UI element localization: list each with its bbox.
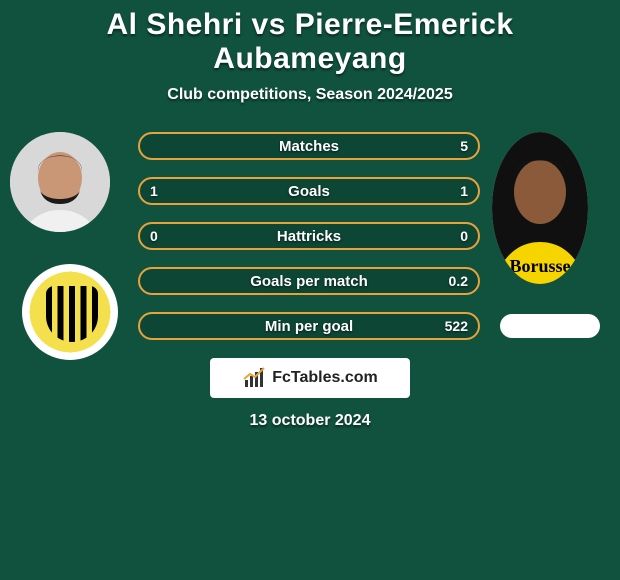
stat-bar: Goals per match 0.2 (138, 267, 480, 295)
brand-badge: FcTables.com (210, 358, 410, 398)
stat-label: Matches (279, 138, 339, 155)
date-stamp: 13 october 2024 (250, 412, 371, 430)
stat-bar: Goals 1 1 (138, 177, 480, 205)
stat-label: Hattricks (277, 228, 341, 245)
svg-text:Borusse: Borusse (509, 256, 570, 276)
stat-value-left: 0 (150, 228, 158, 244)
stat-label: Min per goal (265, 318, 353, 335)
stat-label: Goals (288, 183, 330, 200)
player-left-avatar (10, 132, 110, 232)
stat-bar: Matches 5 (138, 132, 480, 160)
page-subtitle: Club competitions, Season 2024/2025 (0, 80, 620, 122)
stat-value-right: 0 (460, 228, 468, 244)
page-title: Al Shehri vs Pierre-Emerick Aubameyang (0, 0, 620, 80)
stat-label: Goals per match (250, 273, 368, 290)
stat-value-right: 1 (460, 183, 468, 199)
stat-value-right: 5 (460, 138, 468, 154)
brand-label: FcTables.com (272, 369, 378, 387)
player-right-avatar: Borusse (492, 132, 588, 284)
stat-bar: Min per goal 522 (138, 312, 480, 340)
stat-bars: Matches 5 Goals 1 1 Hattricks 0 0 Goals per matc… (138, 132, 480, 340)
stat-value-right: 522 (445, 318, 468, 334)
chart-icon (242, 366, 266, 390)
stat-value-right: 0.2 (449, 273, 468, 289)
club-crest-right (500, 314, 600, 338)
club-crest-left (22, 264, 118, 360)
stat-value-left: 1 (150, 183, 158, 199)
stat-bar: Hattricks 0 0 (138, 222, 480, 250)
comparison-panel: Borusse Matches 5 Goals 1 1 Hattricks 0 0 Goals … (0, 122, 620, 382)
